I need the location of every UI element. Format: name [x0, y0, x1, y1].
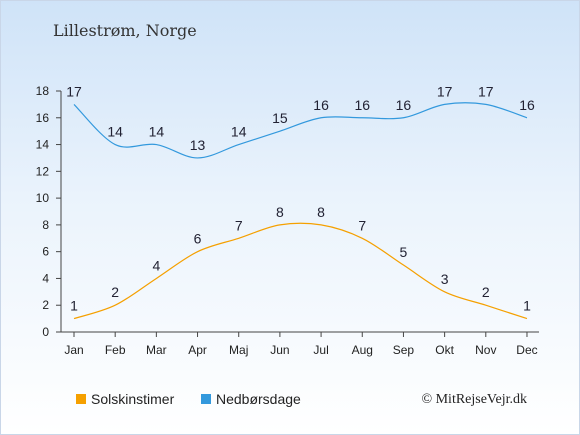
data-label: 1 — [70, 298, 78, 314]
legend-swatch-2 — [201, 394, 211, 404]
data-label: 8 — [276, 204, 284, 220]
series-lines — [73, 102, 528, 320]
x-tick-label: Jun — [270, 343, 289, 357]
series-line-1 — [73, 222, 528, 320]
data-label: 14 — [107, 124, 123, 140]
x-tick-label: Okt — [435, 343, 454, 357]
data-label: 6 — [194, 231, 202, 247]
x-tick-label: Jul — [313, 343, 328, 357]
data-label: 8 — [317, 204, 325, 220]
credit-text: © MitRejseVejr.dk — [421, 392, 527, 407]
data-label: 17 — [66, 83, 82, 99]
y-tick-label: 14 — [36, 138, 50, 152]
legend-label-2: Nedbørsdage — [216, 391, 301, 407]
data-labels: 1 2 4 6 7 8 8 7 5 3 2 1 17 14 14 13 14 15 16 16 16 17 17 16 — [66, 83, 535, 313]
legend: Solskinstimer Nedbørsdage — [76, 391, 301, 407]
y-tick-label: 6 — [42, 245, 49, 259]
data-label: 5 — [400, 244, 408, 260]
data-label: 1 — [523, 298, 531, 314]
data-label: 15 — [272, 110, 288, 126]
legend-label-1: Solskinstimer — [91, 391, 175, 407]
y-tick-label: 10 — [36, 191, 50, 205]
x-tick-label: Dec — [516, 343, 537, 357]
data-label: 4 — [152, 257, 160, 273]
x-tick-label: Maj — [229, 343, 248, 357]
data-label: 2 — [482, 284, 490, 300]
data-label: 13 — [190, 137, 206, 153]
y-tick-label: 2 — [42, 298, 49, 312]
data-label: 3 — [441, 271, 449, 287]
series-line-2 — [73, 102, 528, 159]
x-tick-label: Jan — [64, 343, 83, 357]
data-label: 16 — [354, 97, 370, 113]
x-tick-label: Feb — [105, 343, 126, 357]
data-label: 2 — [111, 284, 119, 300]
data-label: 16 — [396, 97, 412, 113]
x-tick-label: Apr — [188, 343, 207, 357]
data-label: 7 — [358, 217, 366, 233]
data-label: 16 — [519, 97, 535, 113]
data-label: 14 — [149, 124, 165, 140]
x-tick-label: Nov — [475, 343, 496, 357]
data-label: 17 — [478, 83, 494, 99]
x-tick-label: Mar — [146, 343, 167, 357]
chart-title: Lillestrøm, Norge — [53, 21, 197, 40]
y-tick-label: 16 — [36, 111, 50, 125]
y-tick-label: 12 — [36, 164, 50, 178]
y-tick-label: 18 — [36, 84, 50, 98]
y-tick-label: 8 — [42, 218, 49, 232]
data-label: 14 — [231, 124, 247, 140]
data-label: 17 — [437, 83, 453, 99]
x-tick-label: Aug — [352, 343, 373, 357]
data-label: 7 — [235, 217, 243, 233]
legend-swatch-1 — [76, 394, 86, 404]
x-tick-label: Sep — [393, 343, 415, 357]
data-label: 16 — [313, 97, 329, 113]
y-tick-label: 0 — [42, 325, 49, 339]
y-tick-label: 4 — [42, 271, 49, 285]
